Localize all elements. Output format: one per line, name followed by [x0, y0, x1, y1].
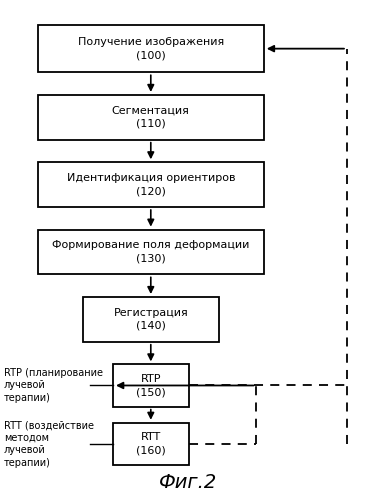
Text: RTP
(150): RTP (150) — [136, 374, 166, 397]
Text: Формирование поля деформации
(130): Формирование поля деформации (130) — [52, 241, 250, 263]
Text: Получение изображения
(100): Получение изображения (100) — [78, 37, 224, 60]
Text: Сегментация
(110): Сегментация (110) — [112, 106, 190, 129]
FancyBboxPatch shape — [83, 297, 219, 342]
FancyBboxPatch shape — [38, 230, 264, 274]
Text: Фиг.2: Фиг.2 — [159, 473, 218, 492]
FancyBboxPatch shape — [38, 162, 264, 207]
Text: RTT
(160): RTT (160) — [136, 432, 166, 456]
FancyBboxPatch shape — [113, 423, 188, 465]
Text: RTT (воздействие
методом
лучевой
терапии): RTT (воздействие методом лучевой терапии… — [4, 421, 94, 468]
FancyBboxPatch shape — [38, 95, 264, 140]
Text: RTP (планирование
лучевой
терапии): RTP (планирование лучевой терапии) — [4, 368, 103, 403]
Text: Идентификация ориентиров
(120): Идентификация ориентиров (120) — [67, 173, 235, 196]
FancyBboxPatch shape — [113, 364, 188, 407]
FancyBboxPatch shape — [38, 25, 264, 72]
Text: Регистрация
(140): Регистрация (140) — [113, 308, 188, 331]
